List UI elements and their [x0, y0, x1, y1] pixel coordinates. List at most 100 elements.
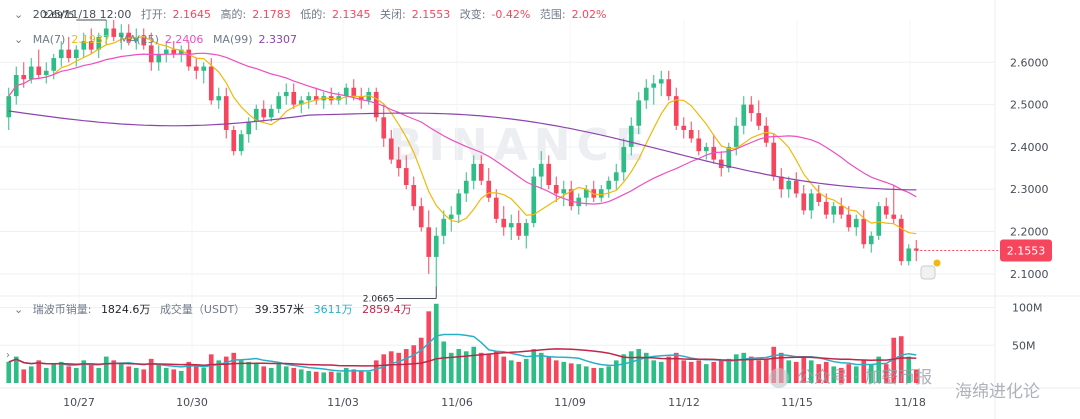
ma99-line [8, 110, 917, 191]
volume-bar [388, 351, 394, 383]
volume-bar [88, 364, 94, 383]
volume-bar [876, 356, 882, 383]
volume-bar [643, 352, 649, 383]
time-tick-label: 11/06 [441, 396, 473, 409]
volume-title: 瑞波币销量: [32, 303, 92, 316]
volume-bar [313, 371, 319, 383]
candle-body [718, 159, 724, 169]
candle-body [643, 87, 649, 101]
volume-bar [486, 354, 492, 383]
candle-body [636, 100, 642, 126]
volume-bar [868, 364, 874, 383]
volume-bar [793, 361, 799, 383]
volume-bar [43, 367, 49, 383]
volume-bar [358, 370, 364, 383]
candle-body [613, 172, 619, 181]
candle-body [568, 189, 574, 207]
candle-body [291, 91, 297, 105]
max-annotation: 2.6975 [43, 11, 75, 21]
volume-bar [118, 364, 124, 383]
candle-body [411, 185, 417, 207]
candle-body [343, 87, 349, 97]
candle-body [531, 176, 537, 224]
candle-body [861, 218, 867, 245]
volume-bar [231, 352, 237, 383]
volume-bar [726, 358, 732, 383]
chevron-down-icon[interactable]: ⌄ [14, 303, 24, 316]
volume-bar [606, 366, 612, 383]
volume-bar [816, 364, 822, 383]
volume-bar [126, 366, 132, 383]
time-tick-label: 11/15 [781, 396, 813, 409]
change-label: 改变: [459, 8, 486, 21]
time-tick-label: 10/27 [63, 396, 95, 409]
volume-bar [351, 369, 357, 383]
volume-bar [591, 367, 597, 383]
volume-bar [598, 367, 604, 383]
volume-bar [516, 361, 522, 383]
time-tick-label: 11/12 [668, 396, 700, 409]
volume-bar [891, 337, 897, 383]
candle-body [801, 193, 807, 211]
volume-bar [328, 371, 334, 383]
candle-body [201, 66, 207, 71]
volume-bar [261, 366, 267, 383]
collapse-arrow-icon[interactable]: › [6, 350, 10, 361]
price-tick-label: 2.6000 [1010, 56, 1049, 69]
candle-body [666, 79, 672, 97]
candle-body [786, 180, 792, 190]
volume-bar [403, 349, 409, 383]
ma7-value: 2.1937 [71, 33, 110, 46]
candle-body [463, 180, 469, 194]
wechat-logo-icon [769, 368, 789, 388]
volume-bar [831, 366, 837, 383]
candle-body [771, 142, 777, 177]
volume-bar [366, 371, 372, 383]
volume-bar [21, 369, 27, 383]
ma7-line [8, 36, 917, 235]
candle-body [681, 125, 687, 130]
volume-bar [291, 367, 297, 383]
volume-bar [51, 364, 57, 383]
candle-body [261, 108, 267, 118]
volume-bar [268, 367, 274, 383]
candle-body [523, 223, 529, 236]
chevron-down-icon[interactable]: ⌄ [14, 33, 24, 46]
candle-body [748, 104, 754, 114]
volume-bar [561, 361, 567, 383]
candle-body [808, 193, 814, 211]
price-tick-label: 2.1000 [1010, 268, 1049, 281]
close-value: 2.1553 [411, 8, 451, 21]
candle-body [493, 197, 499, 219]
volume-bar [448, 352, 454, 383]
candle-body [703, 146, 709, 152]
price-tick-label: 2.2000 [1010, 226, 1049, 239]
binance-watermark: BINANCE [389, 120, 651, 171]
note-badge-icon [920, 265, 936, 280]
volume-bar [306, 370, 312, 383]
candle-body [73, 49, 79, 59]
candle-body [726, 146, 732, 169]
last-price-tag [1000, 239, 1052, 262]
volume-bar [156, 364, 162, 383]
candle-body [403, 168, 409, 185]
volume-bar [96, 367, 102, 383]
candle-body [628, 125, 634, 147]
candle-body [381, 117, 387, 139]
candle-body [906, 248, 912, 262]
volume-bar [276, 364, 282, 383]
close-label: 关闭: [379, 8, 406, 21]
volume-bar [778, 352, 784, 383]
candle-body [448, 214, 454, 219]
candle-body [651, 83, 657, 88]
volume-bar [508, 360, 514, 383]
chevron-down-icon[interactable]: ⌄ [14, 8, 24, 21]
candle-body [696, 138, 702, 152]
candle-body [553, 185, 559, 194]
candle-body [816, 193, 822, 202]
candle-body [778, 176, 784, 190]
candle-body [561, 189, 567, 194]
candle-body [186, 49, 192, 67]
candle-body [171, 49, 177, 54]
